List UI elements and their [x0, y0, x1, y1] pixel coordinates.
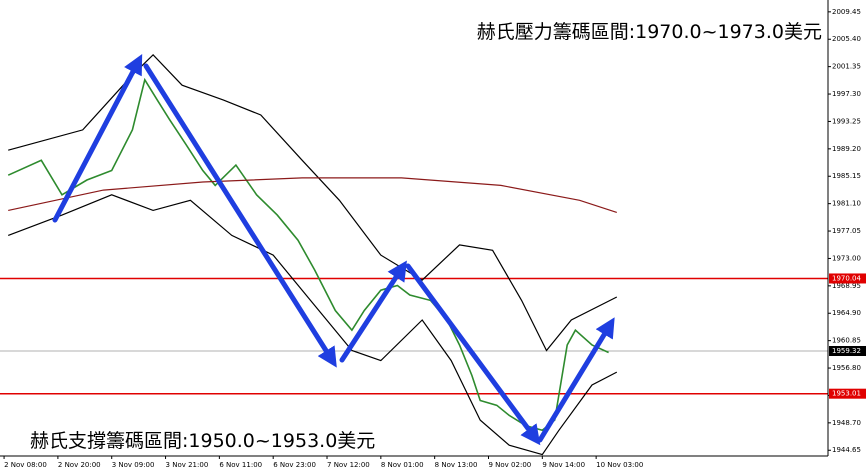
- series-line: [7, 194, 618, 456]
- arrow: [405, 263, 541, 446]
- annotation: 赫氏支撐籌碼區間:1950.0~1953.0美元: [30, 430, 375, 452]
- y-tick-label: 1993.25: [832, 117, 861, 125]
- price-level-box: [829, 273, 866, 284]
- y-tick-label: 2005.40: [832, 35, 861, 43]
- x-tick-label: 2 Nov 20:00: [58, 461, 101, 469]
- y-tick-label: 1985.15: [832, 172, 861, 180]
- x-tick-label: 3 Nov 21:00: [166, 461, 209, 469]
- x-tick-label: 6 Nov 23:00: [273, 461, 316, 469]
- price-level-label: 1953.01: [832, 390, 861, 398]
- x-tick-label: 9 Nov 14:00: [542, 461, 585, 469]
- y-tick-label: 1989.20: [832, 145, 861, 153]
- x-tick-label: 2 Nov 08:00: [4, 461, 47, 469]
- x-tick-label: 8 Nov 13:00: [435, 461, 478, 469]
- y-tick-label: 1948.70: [832, 419, 861, 427]
- y-tick-label: 1997.30: [832, 90, 861, 98]
- series-line: [8, 53, 618, 352]
- y-tick-label: 1960.85: [832, 337, 861, 345]
- x-tick-label: 10 Nov 03:00: [596, 461, 643, 469]
- y-tick-label: 1981.10: [832, 200, 861, 208]
- plot-area: [0, 53, 828, 456]
- y-tick-label: 1956.80: [832, 364, 861, 372]
- price-level-box: [829, 388, 866, 399]
- y-tick-label: 2001.35: [832, 63, 861, 71]
- arrow: [339, 260, 407, 363]
- series-line: [8, 177, 617, 213]
- price-level-label: 1959.32: [832, 347, 861, 355]
- arrow: [537, 317, 615, 443]
- arrow: [52, 54, 143, 223]
- x-tick-label: 7 Nov 12:00: [327, 461, 370, 469]
- price-level-box: [829, 345, 866, 356]
- trend-arrows: [52, 54, 615, 446]
- price-level-label: 1970.04: [832, 274, 861, 282]
- y-tick-label: 1944.65: [832, 446, 861, 454]
- y-tick-label: 2009.45: [832, 8, 861, 16]
- y-tick-label: 1973.00: [832, 254, 861, 262]
- arrow: [143, 63, 337, 368]
- annotation: 赫氏壓力籌碼區間:1970.0~1973.0美元: [477, 21, 822, 43]
- y-tick-label: 1964.90: [832, 309, 861, 317]
- x-tick-label: 3 Nov 09:00: [112, 461, 155, 469]
- x-tick-label: 9 Nov 02:00: [488, 461, 531, 469]
- y-tick-label: 1977.05: [832, 227, 861, 235]
- x-tick-label: 6 Nov 11:00: [219, 461, 262, 469]
- y-tick-label: 1968.95: [832, 282, 861, 290]
- x-tick-label: 8 Nov 01:00: [381, 461, 424, 469]
